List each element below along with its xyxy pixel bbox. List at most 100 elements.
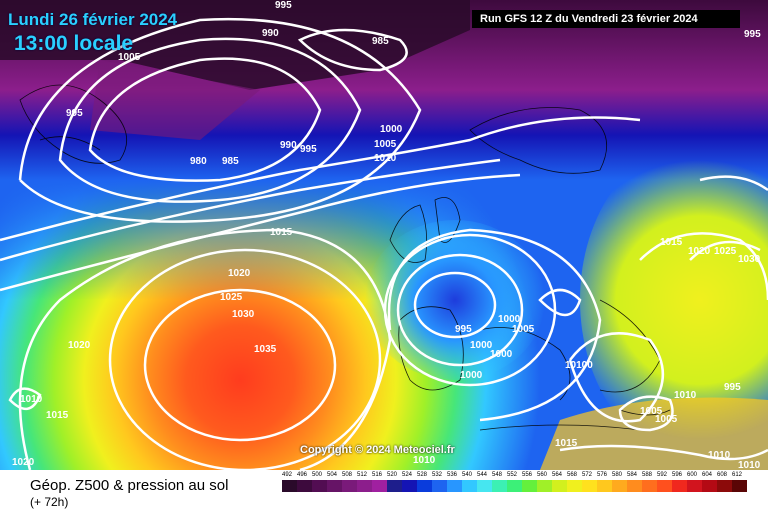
- color-scale-legend: [282, 480, 747, 492]
- legend-swatch: [342, 480, 357, 492]
- legend-swatch: [327, 480, 342, 492]
- legend-value: 500: [312, 472, 323, 478]
- legend-value: 592: [657, 472, 668, 478]
- isobar-label: 1005: [655, 414, 678, 425]
- isobar-label: 990: [280, 140, 297, 151]
- legend-value: 520: [387, 472, 398, 478]
- isobar-label: 995: [744, 29, 761, 40]
- isobar-label: 1010: [674, 390, 697, 401]
- legend-swatch: [357, 480, 372, 492]
- legend-value: 492: [282, 472, 293, 478]
- isobar-label: 990: [262, 28, 279, 39]
- legend-value: 496: [297, 472, 308, 478]
- footer-bar: Géop. Z500 & pression au sol (+ 72h) 492…: [0, 470, 768, 512]
- isobar-label: 985: [372, 36, 389, 47]
- legend-swatch: [642, 480, 657, 492]
- legend-value: 560: [537, 472, 548, 478]
- legend-value: 596: [672, 472, 683, 478]
- isobar-label: 1025: [220, 292, 243, 303]
- isobar-label: 1005: [374, 139, 397, 150]
- legend-swatch: [282, 480, 297, 492]
- isobar-label: 1030: [738, 254, 761, 265]
- legend-swatch: [507, 480, 522, 492]
- valid-time-label: 13:00 locale: [14, 32, 134, 55]
- isobar-label: 995: [724, 382, 741, 393]
- legend-value: 568: [567, 472, 578, 478]
- isobar-label: 1020: [68, 340, 91, 351]
- isobar-label: 1020: [688, 246, 711, 257]
- isobar-label: 1000: [490, 349, 513, 360]
- isobar-label: 10100: [565, 360, 593, 371]
- isobar-label: 985: [222, 156, 239, 167]
- isobar-label: 1000: [470, 340, 493, 351]
- isobar-label: 1000: [380, 124, 403, 135]
- legend-swatch: [387, 480, 402, 492]
- legend-value: 504: [327, 472, 338, 478]
- legend-swatch: [402, 480, 417, 492]
- legend-value: 536: [447, 472, 458, 478]
- isobar-label: 1005: [640, 406, 663, 417]
- legend-swatch: [687, 480, 702, 492]
- isobar-label: 1020: [12, 457, 35, 468]
- legend-value: 528: [417, 472, 428, 478]
- model-run-banner: Run GFS 12 Z du Vendredi 23 février 2024: [472, 10, 740, 28]
- isobar-label: 1000: [498, 314, 521, 325]
- legend-swatch: [447, 480, 462, 492]
- forecast-hour-label: (+ 72h): [30, 495, 69, 509]
- legend-swatch: [297, 480, 312, 492]
- isobar-label: 1020: [228, 268, 251, 279]
- isobar-label: 995: [275, 0, 292, 11]
- legend-value: 540: [462, 472, 473, 478]
- legend-swatch: [627, 480, 642, 492]
- legend-swatch: [582, 480, 597, 492]
- isobar-label: 995: [300, 144, 317, 155]
- legend-swatch: [432, 480, 447, 492]
- legend-value: 608: [717, 472, 728, 478]
- legend-value: 548: [492, 472, 503, 478]
- legend-value: 580: [612, 472, 623, 478]
- legend-swatch: [717, 480, 732, 492]
- legend-swatch: [312, 480, 327, 492]
- legend-value: 512: [357, 472, 368, 478]
- isobar-label: 1035: [254, 344, 277, 355]
- isobar-label: 1010: [708, 450, 731, 461]
- legend-swatch: [567, 480, 582, 492]
- valid-date-label: Lundi 26 février 2024: [8, 10, 178, 29]
- legend-value: 604: [702, 472, 713, 478]
- legend-value: 600: [687, 472, 698, 478]
- legend-value: 532: [432, 472, 443, 478]
- isobar-label: 980: [190, 156, 207, 167]
- legend-value: 544: [477, 472, 488, 478]
- isobar-label: 1015: [555, 438, 578, 449]
- isobar-label: 1025: [714, 246, 737, 257]
- legend-value: 552: [507, 472, 518, 478]
- isobar-label: 1015: [46, 410, 69, 421]
- isobar-label: 1010: [738, 460, 761, 470]
- copyright-label: Copyright © 2024 Meteociel.fr: [300, 444, 455, 456]
- legend-swatch: [477, 480, 492, 492]
- legend-swatch: [672, 480, 687, 492]
- legend-value: 588: [642, 472, 653, 478]
- legend-swatch: [492, 480, 507, 492]
- isobar-label: 1005: [118, 52, 141, 63]
- legend-swatch: [597, 480, 612, 492]
- legend-swatch: [522, 480, 537, 492]
- isobar-label: 1010: [20, 394, 43, 405]
- legend-value: 612: [732, 472, 743, 478]
- legend-swatch: [612, 480, 627, 492]
- legend-value: 564: [552, 472, 563, 478]
- legend-value: 576: [597, 472, 608, 478]
- isobar-label: 1010: [374, 153, 397, 164]
- legend-value: 556: [522, 472, 533, 478]
- legend-swatch: [537, 480, 552, 492]
- legend-value: 516: [372, 472, 383, 478]
- legend-value: 524: [402, 472, 413, 478]
- isobar-label: 1015: [270, 227, 293, 238]
- isobar-label: 1000: [460, 370, 483, 381]
- legend-value: 584: [627, 472, 638, 478]
- isobar-label: 1010: [413, 455, 436, 466]
- legend-value: 508: [342, 472, 353, 478]
- isobar-label: 1015: [660, 237, 683, 248]
- legend-swatch: [462, 480, 477, 492]
